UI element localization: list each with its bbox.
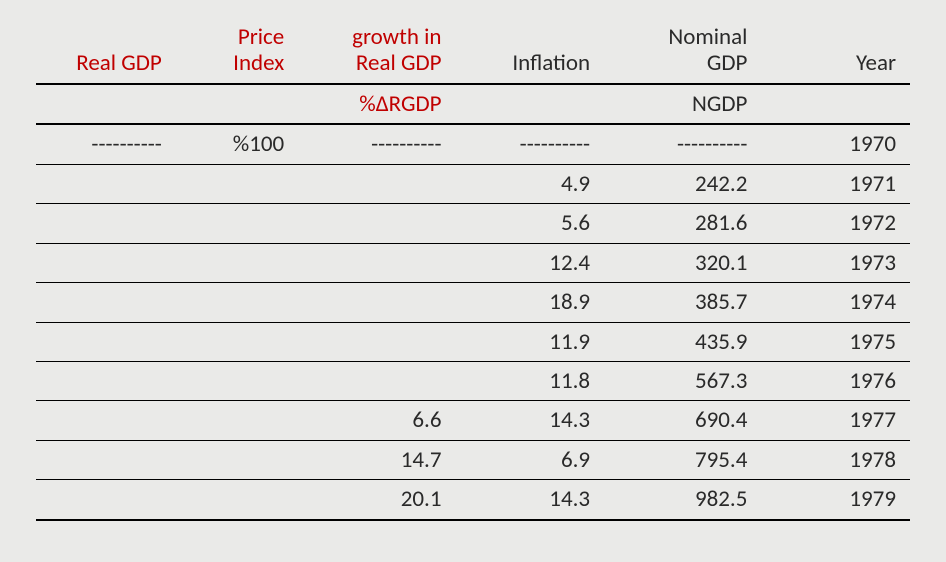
header-row: Real GDP Price Index growth in Real GDP … <box>36 18 910 84</box>
cell-year: 1977 <box>761 401 910 440</box>
cell-inflation: 18.9 <box>456 283 605 322</box>
cell-inflation: 12.4 <box>456 243 605 282</box>
cell-ngdp: ---------- <box>604 124 761 164</box>
cell-growth <box>298 322 455 361</box>
cell-ngdp: 982.5 <box>604 480 761 520</box>
cell-year: 1973 <box>761 243 910 282</box>
cell-year: 1979 <box>761 480 910 520</box>
cell-real_gdp <box>36 322 176 361</box>
col-header-inflation: Inflation <box>456 18 605 84</box>
cell-price_idx <box>176 322 298 361</box>
gdp-table: Real GDP Price Index growth in Real GDP … <box>36 18 910 521</box>
cell-real_gdp <box>36 440 176 479</box>
cell-year: 1972 <box>761 204 910 243</box>
table-row: 14.76.9795.41978 <box>36 440 910 479</box>
cell-real_gdp <box>36 283 176 322</box>
table-row: 18.9385.71974 <box>36 283 910 322</box>
cell-price_idx <box>176 164 298 203</box>
cell-real_gdp <box>36 164 176 203</box>
cell-ngdp: 435.9 <box>604 322 761 361</box>
sub-price-idx <box>176 84 298 124</box>
table-row: 12.4320.11973 <box>36 243 910 282</box>
cell-inflation: 14.3 <box>456 401 605 440</box>
cell-inflation: 6.9 <box>456 440 605 479</box>
table-row: 11.9435.91975 <box>36 322 910 361</box>
cell-year: 1978 <box>761 440 910 479</box>
cell-inflation: 11.9 <box>456 322 605 361</box>
cell-price_idx <box>176 243 298 282</box>
cell-ngdp: 385.7 <box>604 283 761 322</box>
cell-ngdp: 242.2 <box>604 164 761 203</box>
col-header-ngdp: Nominal GDP <box>604 18 761 84</box>
cell-price_idx <box>176 440 298 479</box>
cell-real_gdp <box>36 243 176 282</box>
cell-ngdp: 795.4 <box>604 440 761 479</box>
cell-real_gdp <box>36 401 176 440</box>
table-header: Real GDP Price Index growth in Real GDP … <box>36 18 910 124</box>
cell-growth <box>298 204 455 243</box>
gdp-table-sheet: Real GDP Price Index growth in Real GDP … <box>0 0 946 562</box>
cell-price_idx: %100 <box>176 124 298 164</box>
cell-price_idx <box>176 401 298 440</box>
cell-ngdp: 690.4 <box>604 401 761 440</box>
col-header-growth: growth in Real GDP <box>298 18 455 84</box>
cell-growth <box>298 164 455 203</box>
sub-ngdp: NGDP <box>604 84 761 124</box>
cell-price_idx <box>176 480 298 520</box>
table-row: 4.9242.21971 <box>36 164 910 203</box>
cell-growth: 20.1 <box>298 480 455 520</box>
sub-inflation <box>456 84 605 124</box>
cell-ngdp: 320.1 <box>604 243 761 282</box>
cell-year: 1974 <box>761 283 910 322</box>
cell-ngdp: 567.3 <box>604 361 761 400</box>
cell-year: 1975 <box>761 322 910 361</box>
sub-growth: %ΔRGDP <box>298 84 455 124</box>
col-header-real-gdp: Real GDP <box>36 18 176 84</box>
subheader-row: %ΔRGDP NGDP <box>36 84 910 124</box>
cell-inflation: 4.9 <box>456 164 605 203</box>
cell-growth: 14.7 <box>298 440 455 479</box>
cell-inflation: ---------- <box>456 124 605 164</box>
cell-real_gdp: ---------- <box>36 124 176 164</box>
cell-growth <box>298 243 455 282</box>
table-body: ----------%100--------------------------… <box>36 124 910 519</box>
cell-year: 1970 <box>761 124 910 164</box>
cell-growth <box>298 283 455 322</box>
cell-year: 1971 <box>761 164 910 203</box>
cell-price_idx <box>176 361 298 400</box>
cell-inflation: 14.3 <box>456 480 605 520</box>
table-row: 11.8567.31976 <box>36 361 910 400</box>
cell-inflation: 5.6 <box>456 204 605 243</box>
cell-price_idx <box>176 204 298 243</box>
cell-real_gdp <box>36 480 176 520</box>
cell-inflation: 11.8 <box>456 361 605 400</box>
cell-growth: 6.6 <box>298 401 455 440</box>
cell-growth <box>298 361 455 400</box>
sub-real-gdp <box>36 84 176 124</box>
cell-ngdp: 281.6 <box>604 204 761 243</box>
sub-year <box>761 84 910 124</box>
cell-real_gdp <box>36 204 176 243</box>
col-header-year: Year <box>761 18 910 84</box>
cell-real_gdp <box>36 361 176 400</box>
table-row: 6.614.3690.41977 <box>36 401 910 440</box>
cell-year: 1976 <box>761 361 910 400</box>
col-header-price-idx: Price Index <box>176 18 298 84</box>
table-row: 5.6281.61972 <box>36 204 910 243</box>
cell-price_idx <box>176 283 298 322</box>
cell-growth: ---------- <box>298 124 455 164</box>
table-row: 20.114.3982.51979 <box>36 480 910 520</box>
table-row: ----------%100--------------------------… <box>36 124 910 164</box>
